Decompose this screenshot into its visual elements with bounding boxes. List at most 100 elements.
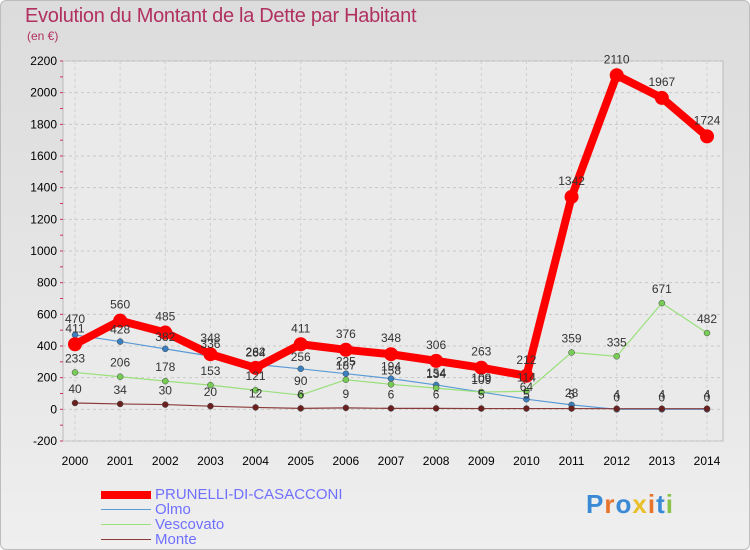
data-label: 109 <box>471 373 491 387</box>
data-point <box>113 313 128 328</box>
data-point <box>613 353 620 360</box>
data-label: 256 <box>291 350 311 364</box>
data-point <box>700 129 714 144</box>
data-point <box>432 384 440 392</box>
data-label: 178 <box>155 360 175 374</box>
x-tick-label: 2006 <box>333 454 360 468</box>
data-label: 30 <box>159 384 173 398</box>
data-label: 114 <box>517 370 536 384</box>
data-label: 9 <box>343 387 350 401</box>
data-point <box>162 345 169 353</box>
data-point <box>429 353 444 368</box>
data-label: 206 <box>110 356 130 370</box>
logo-letter: r <box>604 489 616 519</box>
y-tick-label: 400 <box>37 339 57 353</box>
data-label: 411 <box>65 321 84 335</box>
data-point <box>68 337 82 352</box>
data-label: 109 <box>471 371 491 385</box>
y-tick-label: 1200 <box>30 212 57 226</box>
data-label: 90 <box>294 374 308 388</box>
x-tick-label: 2003 <box>197 454 224 468</box>
data-label: 0 <box>704 390 711 404</box>
data-label: 336 <box>200 337 220 351</box>
data-point <box>387 381 395 388</box>
data-label: 428 <box>110 323 130 337</box>
data-point <box>116 400 124 408</box>
data-point <box>293 337 308 352</box>
data-point <box>116 338 124 345</box>
legend-swatch-prunelli <box>101 491 151 499</box>
data-label: 4 <box>704 388 711 402</box>
legend-swatch-monte <box>101 539 151 540</box>
data-label: 194 <box>381 360 401 374</box>
data-point <box>564 189 579 204</box>
data-label: 306 <box>426 338 446 352</box>
data-label: 212 <box>516 353 536 367</box>
data-label: 187 <box>336 359 356 373</box>
logo-letter: i <box>665 489 674 519</box>
data-point <box>478 405 485 412</box>
legend-swatch-vescovato <box>101 524 151 525</box>
data-label: 1967 <box>649 75 676 89</box>
x-tick-label: 2000 <box>62 454 89 468</box>
y-tick-label: -200 <box>33 434 57 448</box>
data-point <box>158 325 173 340</box>
data-point <box>203 347 218 362</box>
data-point <box>478 388 485 396</box>
data-point <box>523 405 530 412</box>
x-tick-label: 2001 <box>107 454 134 468</box>
data-point <box>568 349 575 356</box>
chart-title: Evolution du Montant de la Dette par Hab… <box>25 5 417 27</box>
data-point <box>474 360 489 375</box>
data-label: 348 <box>200 331 220 345</box>
data-label: 485 <box>155 310 175 324</box>
proxiti-logo-text: Proxiti <box>586 489 674 519</box>
y-tick-label: 1800 <box>30 117 57 131</box>
data-label: 359 <box>562 331 582 345</box>
y-tick-label: 1600 <box>30 149 57 163</box>
y-tick-label: 0 <box>50 402 57 416</box>
data-label: 20 <box>204 385 218 399</box>
data-point <box>658 299 666 307</box>
data-label: 262 <box>246 345 266 359</box>
data-label: 40 <box>68 382 82 396</box>
data-label: 6 <box>388 387 395 401</box>
legend-label-vescovato: Vescovato <box>155 516 225 533</box>
legend-label-olmo: Olmo <box>155 501 191 518</box>
data-point <box>252 404 259 411</box>
logo-letter: i <box>647 489 657 519</box>
data-point <box>342 376 350 383</box>
data-point <box>523 388 530 395</box>
data-label: 2110 <box>604 52 630 66</box>
x-tick-label: 2010 <box>513 454 540 468</box>
y-tick-label: 2000 <box>30 86 57 100</box>
x-tick-label: 2012 <box>603 454 630 468</box>
data-label: 154 <box>426 366 446 380</box>
data-point <box>71 369 79 376</box>
y-tick-label: 200 <box>37 371 57 385</box>
data-point <box>519 368 534 383</box>
y-tick-label: 800 <box>37 276 57 290</box>
data-label: 6 <box>433 387 440 401</box>
data-label: 1342 <box>558 174 585 188</box>
legend-label-prunelli: PRUNELLI-DI-CASACCONI <box>155 486 343 503</box>
data-point <box>342 404 350 412</box>
data-point <box>384 347 398 362</box>
data-label: 225 <box>336 355 356 369</box>
data-point <box>654 90 669 105</box>
data-point <box>703 405 711 412</box>
x-tick-label: 2007 <box>378 454 405 468</box>
data-label: 5 <box>478 388 485 402</box>
legend-swatch-olmo <box>101 509 151 510</box>
data-label: 4 <box>613 388 620 402</box>
data-point <box>338 342 353 357</box>
data-label: 482 <box>697 312 717 326</box>
data-label: 470 <box>65 312 85 326</box>
data-label: 12 <box>249 386 263 400</box>
data-label: 5 <box>523 388 530 402</box>
x-tick-label: 2009 <box>468 454 495 468</box>
data-label: 1724 <box>694 113 721 127</box>
data-label: 158 <box>381 363 401 377</box>
data-label: 233 <box>65 351 85 365</box>
